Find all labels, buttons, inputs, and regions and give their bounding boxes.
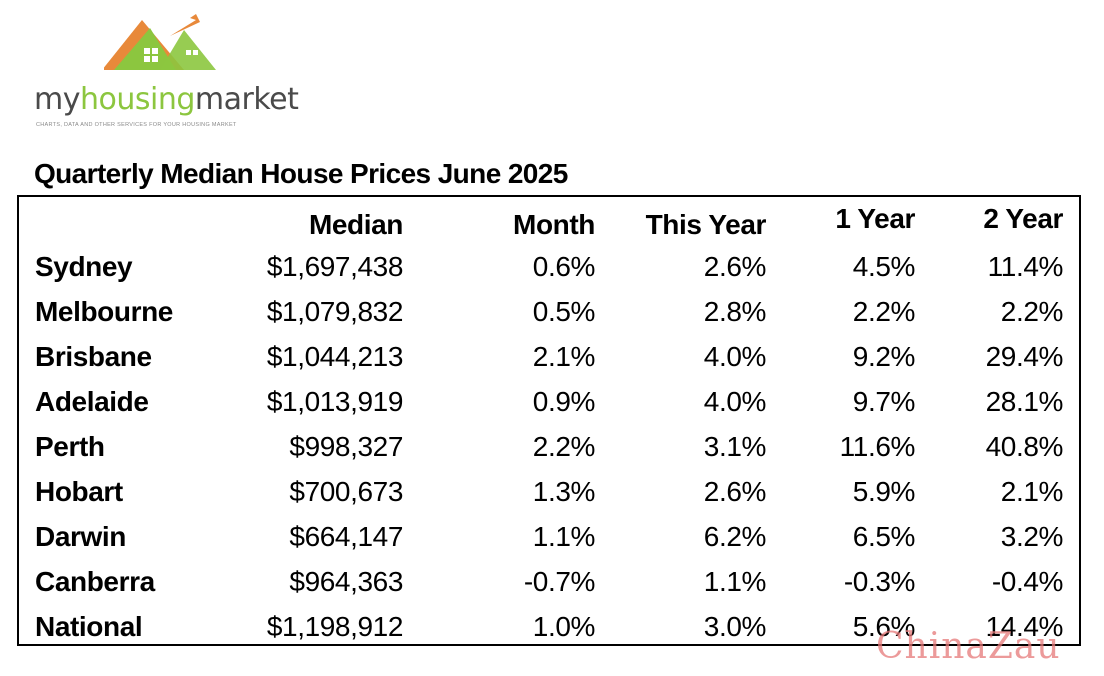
cell-this-year: 1.1% — [703, 566, 767, 597]
city-label: Perth — [35, 431, 105, 462]
cell-this-year: 4.0% — [703, 386, 767, 417]
cell-two-year: 29.4% — [985, 341, 1064, 372]
cell-this-year: 2.6% — [703, 476, 767, 507]
cell-one-year: 6.5% — [852, 521, 916, 552]
cell-two-year: 14.4% — [985, 611, 1064, 642]
cell-month: 0.6% — [532, 251, 596, 282]
city-label: National — [35, 611, 143, 642]
cell-median: $964,363 — [289, 566, 403, 597]
brand-logo: myhousingmarket CHARTS, DATA AND OTHER S… — [34, 12, 304, 128]
cell-median: $1,044,213 — [266, 341, 404, 372]
cell-two-year: 11.4% — [987, 251, 1064, 282]
cell-one-year: 5.9% — [852, 476, 916, 507]
cell-one-year: 9.2% — [852, 341, 916, 372]
city-label: Sydney — [35, 251, 133, 282]
header-2-year: 2 Year — [983, 203, 1063, 234]
cell-one-year: -0.3% — [843, 566, 916, 597]
cell-month: 0.9% — [532, 386, 596, 417]
city-label: Darwin — [35, 521, 126, 552]
cell-two-year: 40.8% — [985, 431, 1064, 462]
cell-this-year: 3.0% — [703, 611, 767, 642]
cell-median: $1,198,912 — [266, 611, 404, 642]
header-1-year: 1 Year — [835, 203, 915, 234]
cell-two-year: 28.1% — [985, 386, 1064, 417]
cell-this-year: 4.0% — [703, 341, 767, 372]
cell-month: -0.7% — [523, 566, 596, 597]
cell-this-year: 2.8% — [703, 296, 767, 327]
house-roof-icon — [104, 14, 216, 70]
logo-wordmark: myhousingmarket — [34, 82, 299, 117]
cell-one-year: 11.6% — [839, 431, 916, 462]
cell-one-year: 5.6% — [852, 611, 916, 642]
cell-one-year: 4.5% — [852, 251, 916, 282]
cell-median: $1,079,832 — [266, 296, 404, 327]
cell-two-year: 3.2% — [1000, 521, 1064, 552]
cell-month: 2.2% — [532, 431, 596, 462]
price-table: Median Month This Year 1 Year 2 Year Syd… — [17, 195, 1081, 646]
cell-month: 2.1% — [532, 341, 596, 372]
header-this-year: This Year — [645, 209, 767, 240]
cell-median: $700,673 — [289, 476, 403, 507]
cell-this-year: 2.6% — [703, 251, 767, 282]
cell-month: 1.0% — [532, 611, 596, 642]
cell-month: 0.5% — [532, 296, 596, 327]
page-title: Quarterly Median House Prices June 2025 — [34, 158, 568, 189]
watermark: ChinaZau — [876, 626, 1061, 667]
cell-median: $1,697,438 — [266, 251, 404, 282]
cell-two-year: -0.4% — [991, 566, 1064, 597]
cell-month: 1.1% — [532, 521, 596, 552]
cell-median: $1,013,919 — [266, 386, 404, 417]
cell-month: 1.3% — [532, 476, 596, 507]
cell-two-year: 2.2% — [1000, 296, 1064, 327]
cell-one-year: 2.2% — [852, 296, 916, 327]
cell-median: $664,147 — [289, 521, 403, 552]
cell-this-year: 6.2% — [703, 521, 767, 552]
city-label: Brisbane — [35, 341, 152, 372]
cell-two-year: 2.1% — [1000, 476, 1064, 507]
cell-one-year: 9.7% — [852, 386, 916, 417]
header-median: Median — [308, 209, 403, 240]
cell-median: $998,327 — [289, 431, 403, 462]
cell-this-year: 3.1% — [703, 431, 767, 462]
city-label: Adelaide — [35, 386, 149, 417]
city-label: Melbourne — [35, 296, 173, 327]
header-month: Month — [513, 209, 595, 240]
city-label: Canberra — [35, 566, 155, 597]
city-label: Hobart — [35, 476, 123, 507]
logo-tagline: CHARTS, DATA AND OTHER SERVICES FOR YOUR… — [36, 122, 237, 128]
